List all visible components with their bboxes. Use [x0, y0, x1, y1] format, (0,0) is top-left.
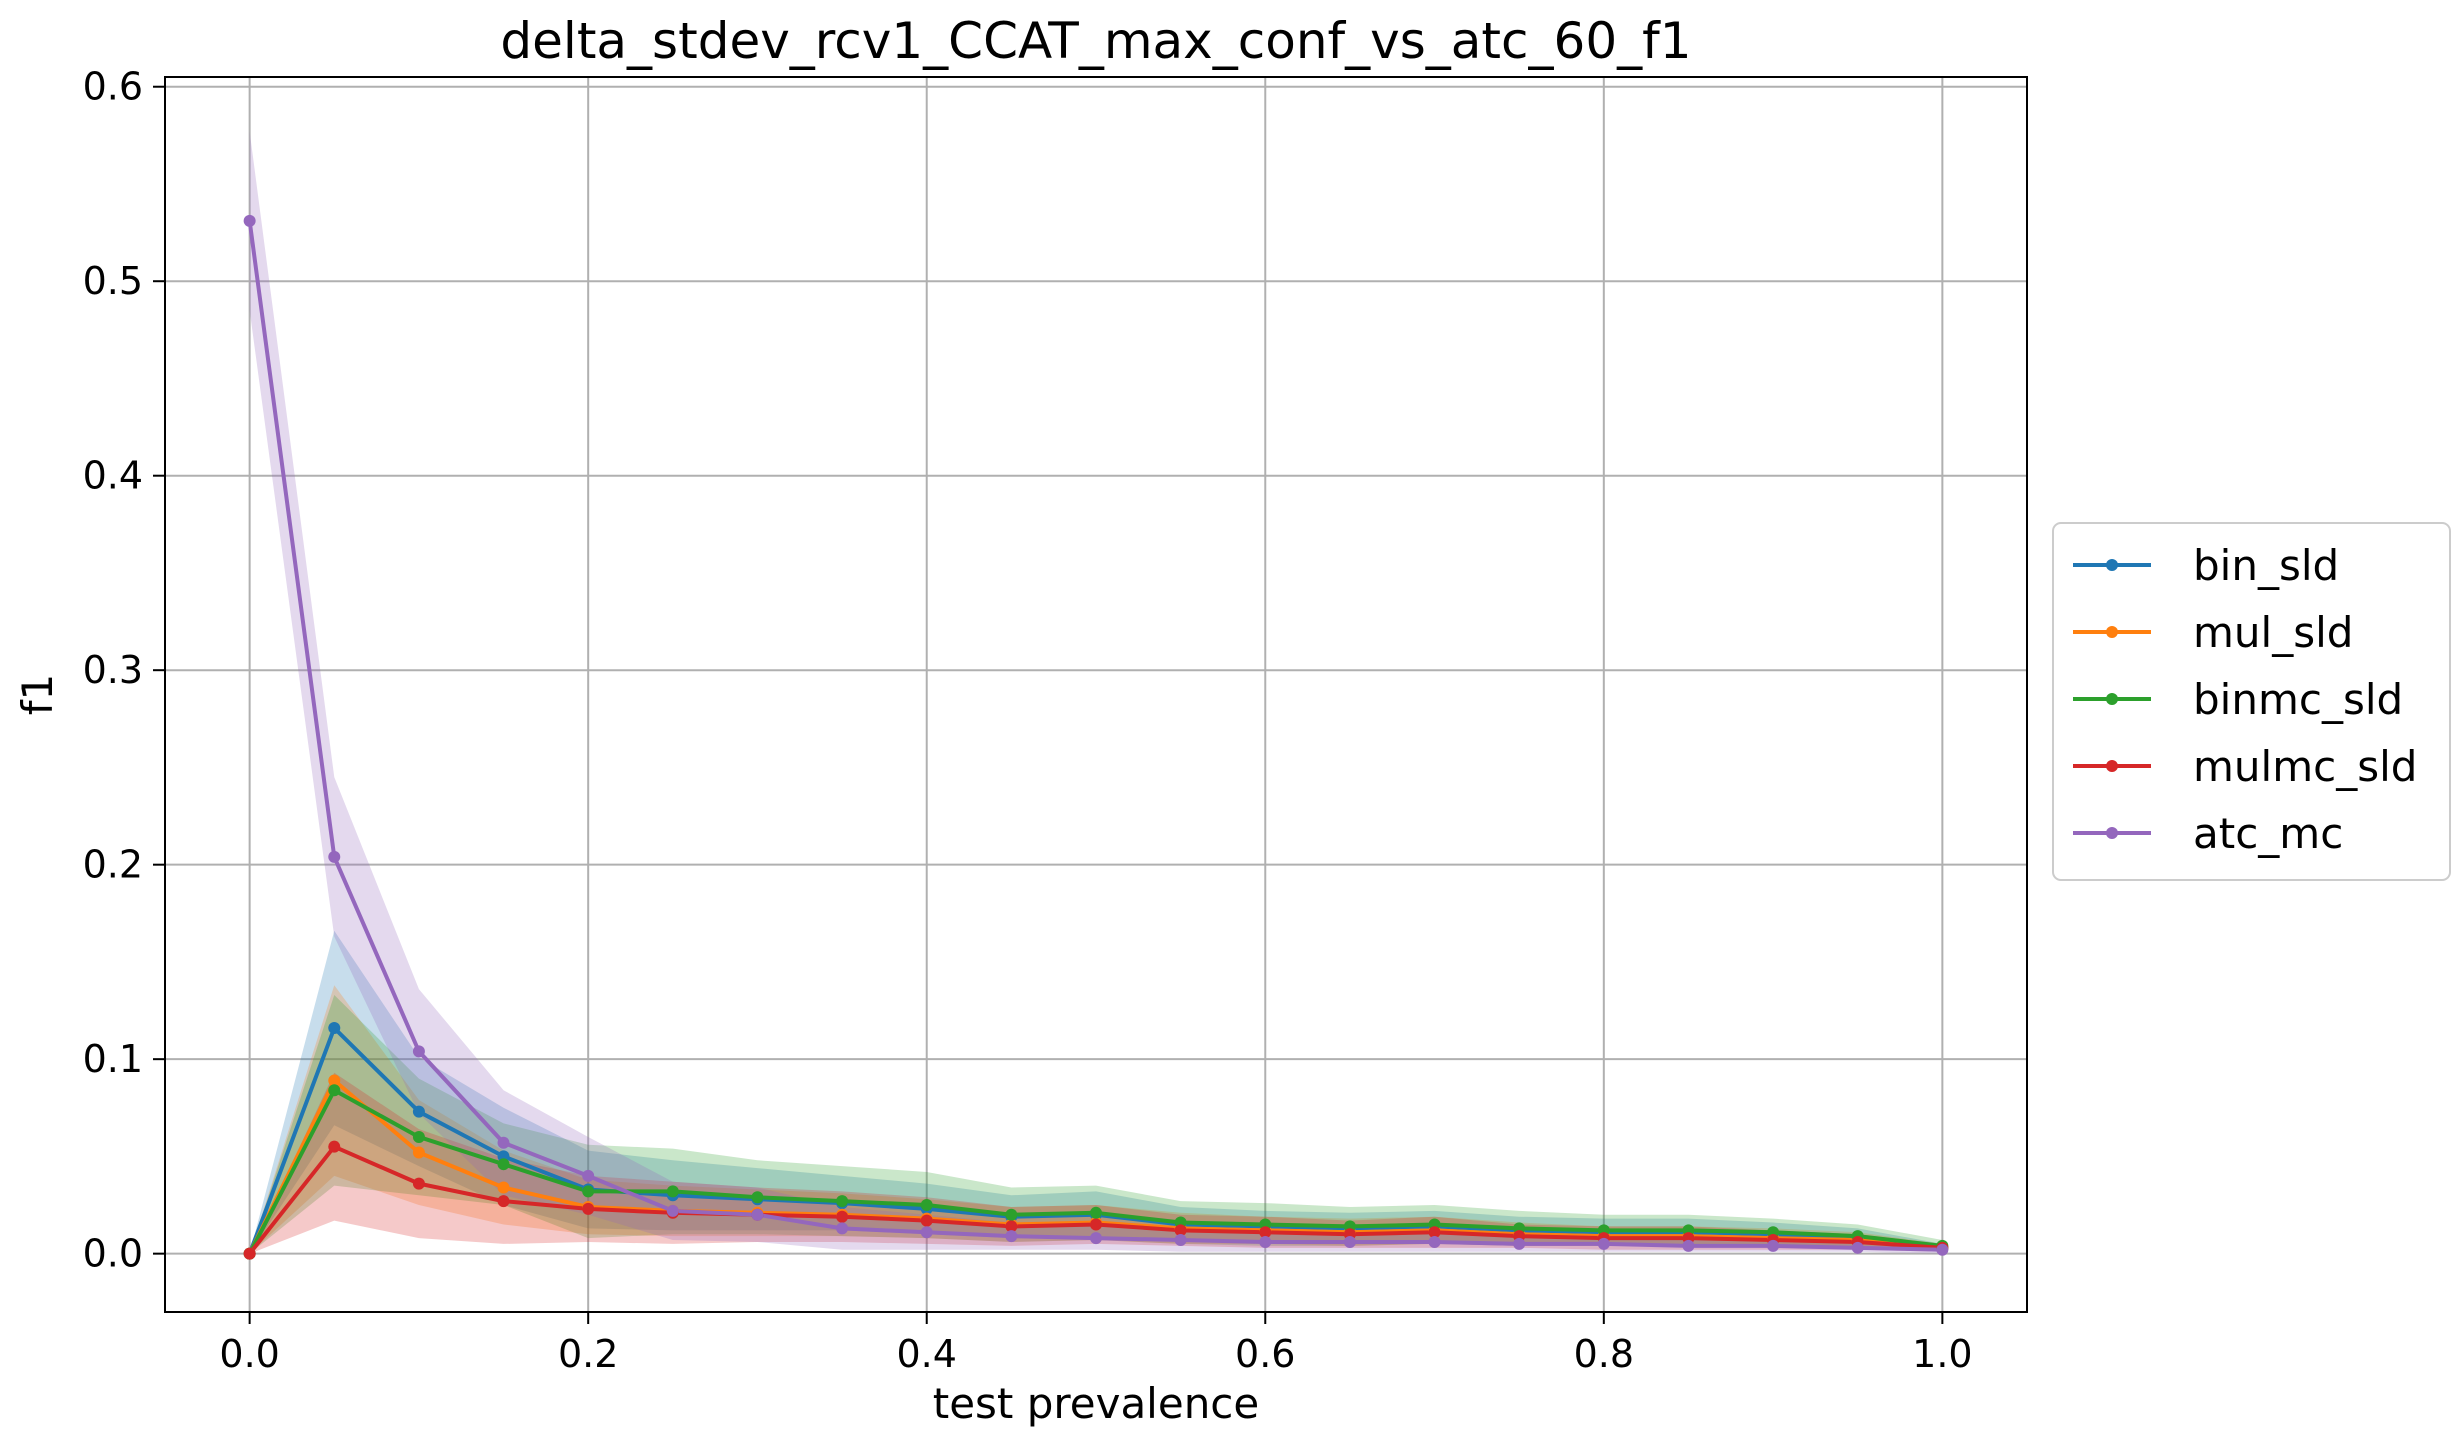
point-atc_mc [1259, 1235, 1272, 1248]
y-tick-label: 0.6 [83, 65, 143, 109]
x-tick-label: 0.6 [1235, 1332, 1295, 1376]
legend-label-mul_sld: mul_sld [2193, 608, 2353, 657]
point-binmc_sld [836, 1195, 849, 1208]
point-mulmc_sld [328, 1140, 341, 1153]
point-atc_mc [1174, 1234, 1187, 1247]
point-mul_sld [412, 1146, 425, 1159]
y-tick-label: 0.2 [83, 843, 143, 887]
x-tick-label: 0.4 [897, 1332, 957, 1376]
x-axis-label: test prevalence [933, 1379, 1260, 1428]
point-atc_mc [1936, 1243, 1949, 1256]
x-tick-label: 0.8 [1574, 1332, 1634, 1376]
chart-title: delta_stdev_rcv1_CCAT_max_conf_vs_atc_60… [500, 12, 1691, 70]
point-binmc_sld [1090, 1206, 1102, 1219]
point-atc_mc [666, 1204, 679, 1217]
point-mulmc_sld [1090, 1218, 1102, 1231]
point-atc_mc [1428, 1235, 1441, 1248]
y-tick-label: 0.1 [83, 1037, 143, 1081]
point-mulmc_sld [836, 1210, 849, 1223]
y-axis-label: f1 [13, 674, 62, 716]
legend-label-atc_mc: atc_mc [2193, 809, 2343, 858]
point-binmc_sld [497, 1158, 510, 1171]
point-atc_mc [1851, 1241, 1864, 1254]
point-mulmc_sld [412, 1177, 425, 1190]
point-atc_mc [412, 1045, 425, 1058]
point-binmc_sld [582, 1185, 595, 1198]
point-atc_mc [920, 1226, 933, 1239]
point-atc_mc [243, 214, 256, 227]
point-binmc_sld [666, 1185, 679, 1198]
point-mul_sld [497, 1181, 510, 1194]
point-bin_sld [328, 1022, 341, 1035]
point-atc_mc [582, 1169, 595, 1182]
legend-marker-bin_sld [2106, 559, 2118, 571]
band-bin_sld [249, 930, 1943, 1254]
point-atc_mc [497, 1136, 510, 1149]
point-atc_mc [1005, 1230, 1018, 1243]
point-mulmc_sld [1005, 1220, 1018, 1233]
point-bin_sld [412, 1105, 425, 1118]
point-mulmc_sld [243, 1247, 256, 1260]
legend-marker-binmc_sld [2106, 693, 2118, 705]
point-atc_mc [1682, 1239, 1695, 1252]
point-mulmc_sld [920, 1214, 933, 1227]
legend-marker-mul_sld [2106, 626, 2118, 638]
legend-label-binmc_sld: binmc_sld [2193, 675, 2403, 724]
point-binmc_sld [1005, 1208, 1018, 1221]
point-atc_mc [1597, 1237, 1610, 1250]
point-mul_sld [328, 1074, 341, 1087]
legend-marker-atc_mc [2106, 827, 2118, 839]
legend: bin_sld mul_sld binmc_sld mulmc_sld atc_mc [2052, 522, 2451, 881]
point-atc_mc [328, 850, 341, 863]
plot-frame [164, 76, 2028, 1313]
grid-lines [165, 77, 2027, 1312]
point-atc_mc [836, 1222, 849, 1235]
point-mulmc_sld [582, 1202, 595, 1215]
point-atc_mc [1767, 1239, 1780, 1252]
point-binmc_sld [412, 1130, 425, 1143]
point-mulmc_sld [1174, 1224, 1187, 1237]
y-tick-label: 0.3 [83, 648, 143, 692]
point-atc_mc [751, 1208, 764, 1221]
point-binmc_sld [751, 1191, 764, 1204]
axis-ticks: 0.0 0.2 0.4 0.6 0.8 1.0 0.0 0.1 0.2 0.3 0.4 0.5 0.6 [83, 65, 1973, 1376]
y-tick-label: 0.4 [83, 454, 143, 498]
point-binmc_sld [328, 1084, 341, 1097]
point-atc_mc [1343, 1235, 1356, 1248]
point-atc_mc [1090, 1232, 1102, 1245]
y-tick-label: 0.5 [83, 259, 143, 303]
legend-label-bin_sld: bin_sld [2193, 541, 2339, 590]
x-tick-label: 0.2 [558, 1332, 618, 1376]
point-atc_mc [1513, 1237, 1526, 1250]
y-tick-label: 0.0 [83, 1232, 143, 1276]
legend-marker-mulmc_sld [2106, 760, 2118, 772]
x-tick-label: 0.0 [219, 1332, 279, 1376]
point-mulmc_sld [497, 1195, 510, 1208]
point-mulmc_sld [1428, 1226, 1441, 1239]
legend-box [2052, 522, 2451, 881]
x-tick-label: 1.0 [1912, 1332, 1972, 1376]
point-binmc_sld [920, 1199, 933, 1212]
point-mulmc_sld [1259, 1226, 1272, 1239]
series-points [243, 214, 1949, 1260]
legend-label-mulmc_sld: mulmc_sld [2193, 742, 2417, 791]
